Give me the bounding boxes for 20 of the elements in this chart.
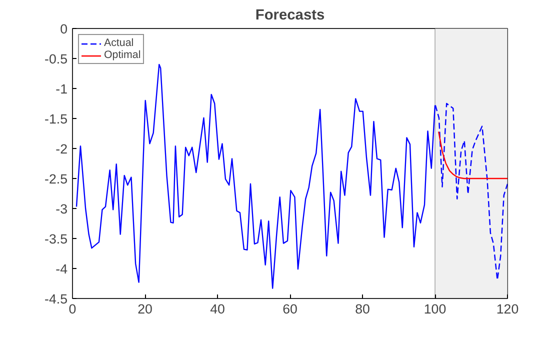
chart-title: Forecasts	[255, 8, 325, 24]
x-tick-label: 40	[210, 302, 225, 316]
y-tick-label: -3.5	[44, 232, 68, 246]
x-tick-label: 100	[424, 302, 446, 316]
x-tick-label: 80	[355, 302, 370, 316]
y-tick-label: -4	[56, 262, 68, 276]
legend-label: Actual	[104, 37, 134, 49]
x-tick-label: 20	[138, 302, 152, 316]
y-tick-label: -3	[56, 202, 68, 216]
y-tick-label: 0	[60, 22, 68, 36]
y-tick-label: -1.5	[44, 112, 68, 126]
line-series	[438, 131, 508, 180]
y-tick-label: -2	[56, 142, 68, 156]
y-tick-label: -2.5	[44, 172, 68, 186]
x-tick-label: 60	[282, 302, 298, 316]
legend-label: Optimal	[104, 49, 141, 61]
x-tick-label: 120	[496, 302, 519, 316]
y-tick-label: -0.5	[44, 52, 68, 66]
y-tick-label: -1	[56, 82, 68, 96]
y-tick-label: -4.5	[44, 292, 68, 306]
